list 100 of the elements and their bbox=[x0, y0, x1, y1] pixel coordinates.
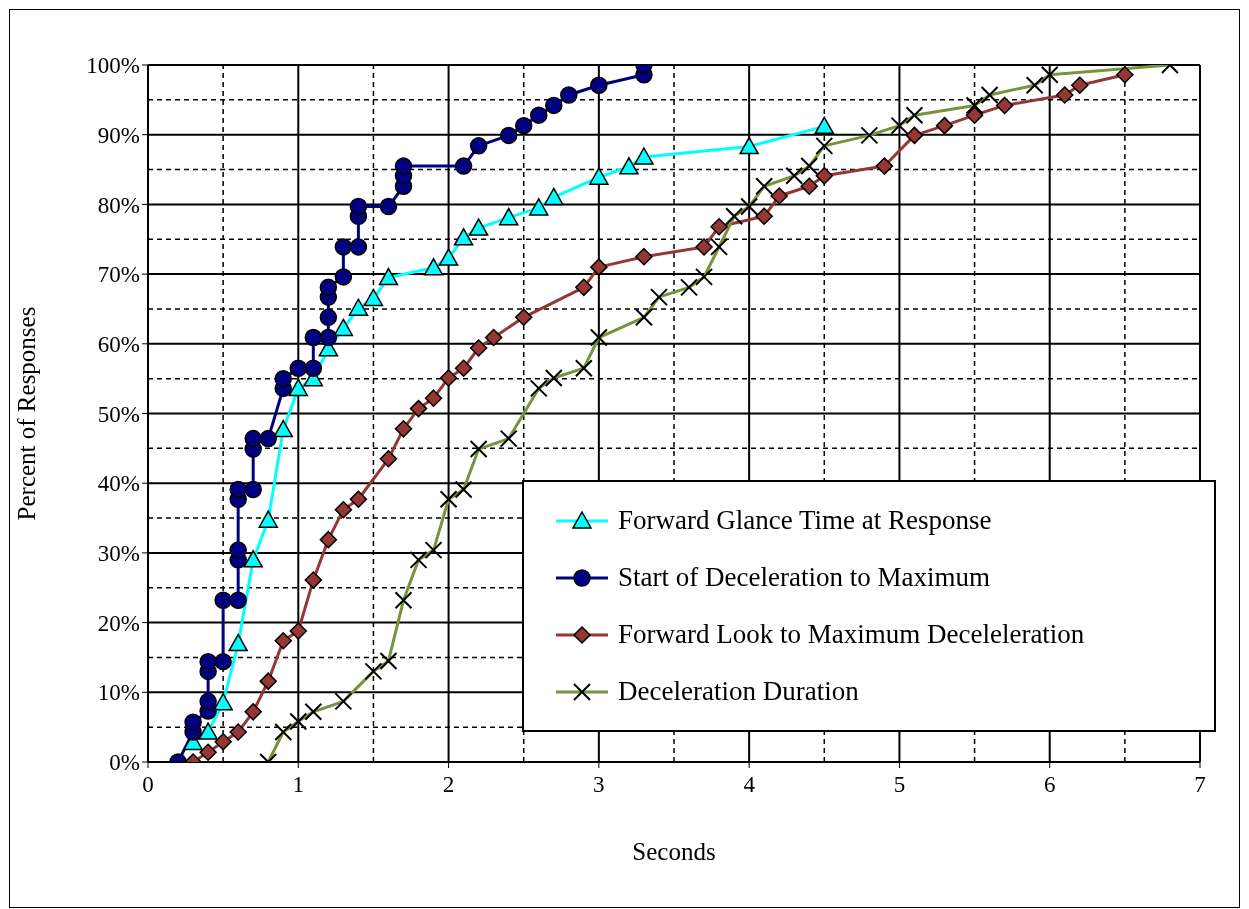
point bbox=[695, 238, 713, 256]
y-tick-label: 0% bbox=[109, 750, 140, 776]
point bbox=[229, 480, 247, 499]
point bbox=[274, 631, 293, 650]
point bbox=[244, 480, 262, 499]
legend-label: Deceleration Duration bbox=[618, 676, 859, 707]
point bbox=[498, 207, 519, 226]
point bbox=[905, 126, 924, 145]
point bbox=[349, 238, 368, 256]
point bbox=[815, 167, 834, 185]
point bbox=[560, 86, 578, 104]
y-tick-label: 90% bbox=[97, 122, 140, 148]
point bbox=[319, 278, 338, 297]
point bbox=[965, 106, 984, 124]
point bbox=[995, 96, 1014, 115]
y-tick-label: 20% bbox=[97, 610, 140, 636]
point bbox=[394, 420, 413, 438]
y-axis-title: Percent of Responses bbox=[12, 306, 40, 521]
point bbox=[304, 359, 323, 377]
point bbox=[288, 378, 309, 397]
x-tick-label: 7 bbox=[1194, 772, 1206, 798]
point bbox=[184, 713, 202, 732]
point bbox=[273, 419, 294, 438]
point bbox=[935, 116, 954, 135]
point bbox=[334, 268, 353, 286]
point bbox=[634, 147, 654, 165]
legend-label: Forward Look to Maximum Deceleleration bbox=[618, 619, 1085, 650]
point bbox=[198, 722, 218, 740]
x-tick-label: 0 bbox=[142, 772, 154, 798]
point bbox=[528, 198, 549, 216]
point bbox=[590, 76, 608, 94]
point bbox=[1055, 86, 1074, 104]
point bbox=[319, 328, 338, 347]
point bbox=[468, 218, 489, 236]
point bbox=[333, 318, 354, 337]
point bbox=[214, 733, 232, 751]
point bbox=[229, 723, 247, 741]
point bbox=[755, 207, 773, 225]
point bbox=[334, 238, 353, 256]
point bbox=[423, 258, 444, 276]
point bbox=[439, 369, 458, 387]
point bbox=[394, 157, 413, 175]
point bbox=[589, 167, 609, 185]
point bbox=[814, 116, 835, 135]
point bbox=[1116, 66, 1134, 84]
point bbox=[619, 157, 639, 175]
point bbox=[214, 652, 232, 671]
point bbox=[213, 693, 233, 711]
x-tick-label: 5 bbox=[893, 772, 906, 798]
point bbox=[378, 267, 399, 286]
point bbox=[514, 116, 533, 135]
point bbox=[484, 328, 503, 347]
x-tick-label: 4 bbox=[743, 772, 756, 798]
point bbox=[379, 197, 398, 216]
point bbox=[1071, 76, 1089, 94]
point bbox=[289, 359, 308, 377]
x-tick-label: 2 bbox=[442, 772, 455, 798]
point bbox=[514, 308, 533, 327]
point bbox=[319, 308, 338, 327]
point bbox=[199, 652, 217, 671]
point bbox=[349, 490, 368, 508]
point bbox=[454, 157, 473, 175]
point bbox=[244, 703, 262, 721]
point bbox=[544, 187, 564, 206]
point bbox=[499, 126, 518, 145]
legend-label: Start of Deceleration to Maximum bbox=[618, 562, 990, 593]
point bbox=[453, 228, 474, 246]
point bbox=[319, 530, 338, 549]
point bbox=[469, 137, 488, 155]
point bbox=[259, 429, 277, 448]
point bbox=[739, 136, 759, 155]
point bbox=[575, 278, 593, 297]
point bbox=[875, 157, 894, 175]
point bbox=[454, 359, 473, 377]
point bbox=[349, 197, 368, 216]
point bbox=[304, 328, 323, 347]
point bbox=[304, 571, 323, 589]
x-axis-title: Seconds bbox=[632, 837, 716, 865]
y-tick-label: 60% bbox=[97, 331, 140, 357]
point bbox=[529, 106, 548, 124]
point bbox=[363, 288, 384, 307]
point bbox=[243, 550, 263, 568]
point bbox=[409, 399, 428, 418]
point bbox=[259, 672, 277, 690]
x-tick-label: 1 bbox=[292, 772, 305, 798]
point bbox=[229, 591, 247, 610]
y-tick-label: 70% bbox=[97, 262, 140, 288]
y-tick-label: 30% bbox=[97, 541, 140, 567]
point bbox=[469, 339, 488, 357]
point bbox=[214, 591, 232, 610]
x-tick-label: 3 bbox=[593, 772, 605, 798]
x-tick-label: 6 bbox=[1043, 772, 1056, 798]
point bbox=[274, 369, 293, 388]
y-tick-label: 80% bbox=[97, 192, 140, 218]
point bbox=[289, 622, 308, 640]
point bbox=[710, 217, 728, 236]
y-tick-label: 50% bbox=[97, 401, 140, 427]
point bbox=[438, 248, 459, 266]
point bbox=[635, 247, 653, 266]
point bbox=[228, 633, 248, 652]
